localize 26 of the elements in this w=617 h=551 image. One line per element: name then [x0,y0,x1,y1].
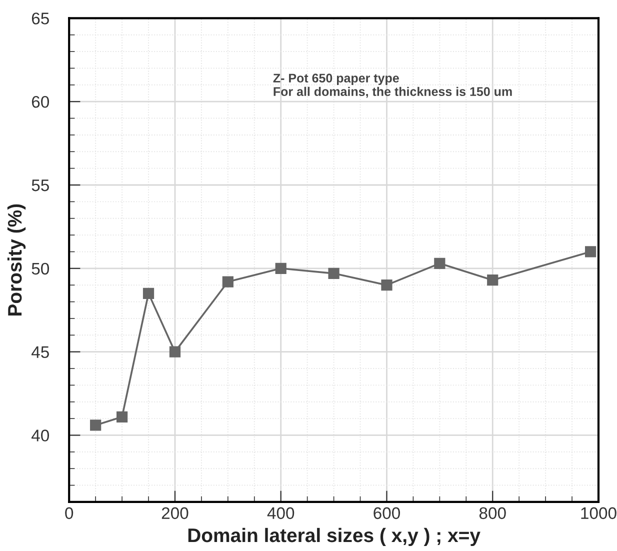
x-tick-label: 200 [162,507,188,520]
x-axis-title: Domain lateral sizes ( x,y ) ; x=y [188,528,480,546]
point [169,346,181,358]
point [584,246,596,258]
x-tick-label: 400 [267,507,294,520]
y-tick-label: 65 [32,12,49,24]
y-tick-label: 50 [32,262,50,275]
point [381,280,392,291]
point [434,258,446,269]
point [275,262,286,274]
point [328,268,340,279]
point [90,420,102,431]
y-axis-title: Porosity (%) [7,204,26,316]
x-tick-label: 1000 [581,507,616,520]
point [487,274,498,286]
annotation: Z- Pot 650 paper type For all domains, the thickness is 150 um [273,74,512,98]
point [222,276,234,288]
y-tick-label: 40 [32,430,50,442]
y-tick-label: 45 [32,346,49,358]
y-tick-label: 55 [32,180,49,192]
point [116,411,128,422]
x-tick-label: 600 [374,507,400,520]
y-tick-label: 60 [32,96,50,108]
point [142,288,154,299]
x-tick-label: 800 [479,507,506,520]
x-tick-label: 0 [65,507,74,520]
